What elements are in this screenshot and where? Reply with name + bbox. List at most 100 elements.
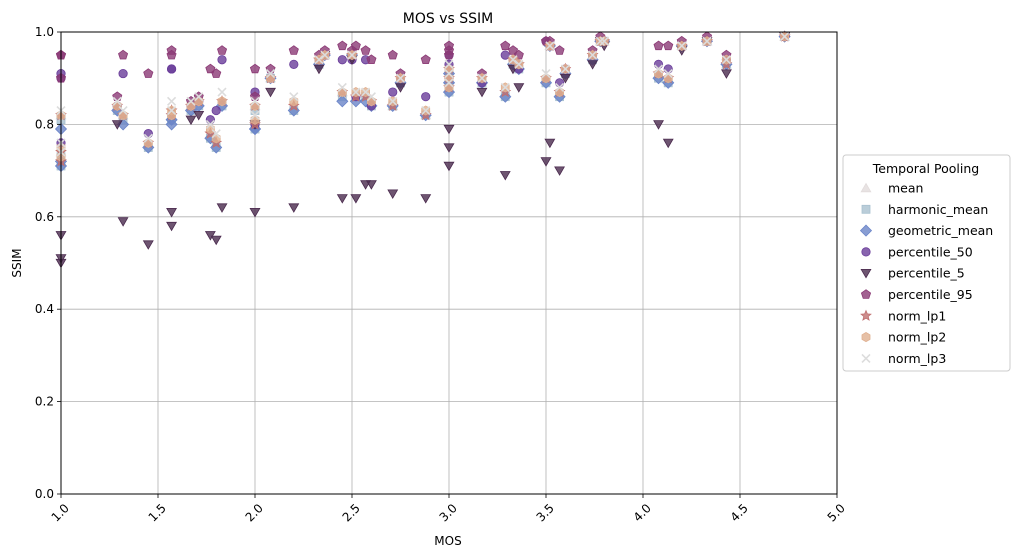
data-point <box>360 45 371 55</box>
data-point <box>477 73 487 83</box>
data-point <box>166 49 177 60</box>
data-point <box>211 68 222 78</box>
data-point <box>653 40 664 51</box>
data-point <box>443 49 455 60</box>
data-point <box>351 87 361 97</box>
data-point <box>204 231 216 241</box>
data-point <box>541 73 551 84</box>
legend-label: percentile_50 <box>888 244 973 259</box>
legend-marker <box>860 268 872 279</box>
data-point <box>599 36 609 46</box>
data-point <box>677 41 687 51</box>
data-point <box>265 69 276 79</box>
data-point <box>249 207 261 218</box>
data-point <box>721 69 732 79</box>
data-point <box>444 69 454 79</box>
data-point <box>118 110 128 121</box>
data-point <box>288 45 299 55</box>
legend-label: norm_lp3 <box>888 351 946 366</box>
legend-label: harmonic_mean <box>888 202 988 217</box>
data-point <box>166 207 177 218</box>
data-point <box>653 59 664 69</box>
data-point <box>166 64 177 74</box>
legend-item: norm_lp3 <box>861 351 946 366</box>
y-tick-label: 1.0 <box>35 25 54 39</box>
data-point <box>544 138 556 149</box>
legend-marker <box>859 224 873 237</box>
data-point <box>111 120 123 130</box>
data-point <box>366 54 377 64</box>
data-point <box>193 111 205 121</box>
data-point <box>143 133 153 143</box>
data-point <box>216 203 228 213</box>
data-point <box>249 63 261 74</box>
data-point <box>387 49 398 60</box>
data-point <box>350 40 361 51</box>
data-point <box>663 73 673 84</box>
data-point <box>653 120 664 130</box>
legend-item: percentile_5 <box>860 266 965 281</box>
data-point <box>205 115 215 125</box>
data-point <box>499 171 511 181</box>
data-point <box>663 64 673 74</box>
data-point <box>554 166 565 176</box>
data-point <box>337 40 348 51</box>
data-point <box>265 87 276 98</box>
data-point <box>118 105 128 116</box>
data-point <box>559 74 571 84</box>
legend-marker <box>860 309 872 321</box>
legend: Temporal Pooling mean harmonic_meangeomet… <box>842 154 1011 372</box>
data-point <box>166 221 177 232</box>
data-point <box>210 235 222 246</box>
data-point <box>288 203 300 213</box>
data-point <box>250 100 260 111</box>
data-point <box>444 73 454 84</box>
data-point <box>143 129 153 139</box>
data-point <box>545 41 555 51</box>
legend-marker <box>861 204 871 214</box>
legend-label: geometric_mean <box>888 223 993 238</box>
legend-label: percentile_5 <box>888 266 965 281</box>
data-point <box>444 63 454 75</box>
data-point <box>337 55 347 65</box>
legend-marker <box>860 289 872 299</box>
data-point <box>143 68 154 78</box>
data-point <box>320 50 330 60</box>
data-point <box>186 96 196 106</box>
data-point <box>167 96 177 106</box>
data-point <box>266 73 275 84</box>
y-axis-ticks: 0.0 0.2 0.4 0.6 0.8 1.0 <box>35 25 61 501</box>
data-point <box>555 87 564 98</box>
data-point <box>653 64 664 74</box>
data-point <box>443 143 455 153</box>
data-point <box>444 82 454 93</box>
data-point <box>388 87 398 97</box>
legend-marker <box>860 182 872 193</box>
data-point <box>554 45 565 55</box>
data-point <box>541 69 551 79</box>
data-point <box>313 64 325 75</box>
data-point <box>167 110 177 121</box>
data-point <box>443 124 455 135</box>
data-point <box>420 54 431 64</box>
data-point <box>118 49 129 60</box>
legend-box <box>842 154 1011 372</box>
data-point <box>388 96 398 106</box>
data-point <box>444 78 454 88</box>
data-point <box>663 40 674 51</box>
data-point <box>217 55 227 65</box>
legend-item: percentile_95 <box>860 287 973 302</box>
data-point <box>217 96 227 107</box>
data-point <box>361 87 371 97</box>
data-point <box>420 194 432 204</box>
data-point <box>250 96 260 106</box>
legend-title: Temporal Pooling <box>872 161 979 176</box>
y-tick-label: 0.8 <box>35 117 54 131</box>
data-point <box>395 73 406 83</box>
data-point <box>205 123 215 135</box>
data-point <box>217 87 227 97</box>
data-point <box>194 96 204 107</box>
data-point <box>554 78 565 88</box>
data-point <box>555 82 565 93</box>
